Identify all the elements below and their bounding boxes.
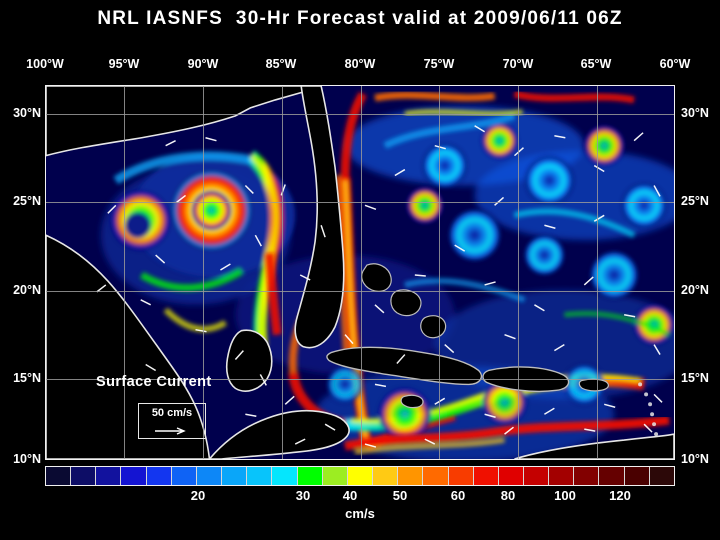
gridline-lat-20 bbox=[46, 291, 674, 292]
lat-tick-right-1: 25°N bbox=[681, 194, 709, 208]
colorbar-cell-3 bbox=[121, 467, 147, 485]
colorbar-cell-24 bbox=[649, 467, 674, 485]
gridline-lat-30 bbox=[46, 114, 674, 115]
colorbar-cell-9 bbox=[272, 467, 298, 485]
lat-tick-right-2: 20°N bbox=[681, 283, 709, 297]
colorbar-tick-100: 100 bbox=[554, 488, 576, 503]
colorbar-tick-120: 120 bbox=[609, 488, 631, 503]
vector-scale-box: 50 cm/s bbox=[138, 403, 206, 439]
gridline-lat-25 bbox=[46, 202, 674, 203]
graticule-layer bbox=[46, 86, 674, 459]
figure-title: NRL IASNFS 30-Hr Forecast valid at 2009/… bbox=[97, 8, 623, 29]
colorbar-cell-15 bbox=[423, 467, 449, 485]
colorbar-cell-16 bbox=[448, 467, 474, 485]
colorbar-tick-50: 50 bbox=[392, 488, 408, 503]
lon-tick-2: 90°W bbox=[187, 57, 219, 71]
gridline-lon-95 bbox=[124, 86, 125, 459]
colorbar-cell-6 bbox=[196, 467, 223, 485]
current-arrows bbox=[96, 125, 663, 448]
gridline-lon-80 bbox=[361, 86, 362, 459]
lon-tick-5: 75°W bbox=[423, 57, 455, 71]
lon-tick-8: 60°W bbox=[659, 57, 691, 71]
lon-tick-4: 80°W bbox=[344, 57, 376, 71]
colorbar-cell-7 bbox=[222, 467, 248, 485]
colorbar-cell-8 bbox=[247, 467, 273, 485]
colorbar-cell-0 bbox=[46, 467, 72, 485]
velocity-vector-layer bbox=[46, 86, 674, 459]
colorbar-tick-20: 20 bbox=[190, 488, 206, 503]
lat-tick-left-0: 30°N bbox=[13, 106, 41, 120]
colorbar-cell-20 bbox=[549, 467, 575, 485]
lat-tick-left-1: 25°N bbox=[13, 194, 41, 208]
lat-tick-left-3: 15°N bbox=[13, 371, 41, 385]
colorbar-tick-30: 30 bbox=[295, 488, 311, 503]
lon-tick-7: 65°W bbox=[580, 57, 612, 71]
eastward-vector-arrow bbox=[155, 427, 186, 435]
colorbar-cell-14 bbox=[398, 467, 424, 485]
colorbar-tick-60: 60 bbox=[450, 488, 466, 503]
lon-tick-3: 85°W bbox=[265, 57, 297, 71]
colorbar-tick-80: 80 bbox=[500, 488, 516, 503]
vector-scale-label: 50 cm/s bbox=[151, 407, 193, 419]
colorbar-cell-12 bbox=[347, 467, 374, 485]
gridline-lon-70 bbox=[518, 86, 519, 459]
gridline-lat-15 bbox=[46, 379, 674, 380]
colorbar-cell-21 bbox=[574, 467, 600, 485]
colorbar-cell-10 bbox=[297, 467, 323, 485]
colorbar-cell-17 bbox=[473, 467, 499, 485]
colorbar-cell-4 bbox=[146, 467, 172, 485]
lat-tick-right-3: 15°N bbox=[681, 371, 709, 385]
colorbar-tick-labels: 20 30 40 50 60 80 100 120 bbox=[0, 488, 720, 506]
colorbar-cell-11 bbox=[322, 467, 348, 485]
colorbar-cell-23 bbox=[624, 467, 650, 485]
lat-tick-left-4: 10°N bbox=[13, 452, 41, 466]
colorbar-cell-19 bbox=[523, 467, 550, 485]
colorbar-cell-5 bbox=[171, 467, 197, 485]
colorbar-cell-1 bbox=[71, 467, 97, 485]
lat-tick-right-0: 30°N bbox=[681, 106, 709, 120]
colorbar-cell-18 bbox=[498, 467, 524, 485]
colorbar-cell-22 bbox=[599, 467, 625, 485]
lon-tick-0: 100°W bbox=[26, 57, 64, 71]
gridline-lon-85 bbox=[282, 86, 283, 459]
gridline-lon-65 bbox=[597, 86, 598, 459]
colorbar-tick-40: 40 bbox=[342, 488, 358, 503]
gridline-lon-75 bbox=[439, 86, 440, 459]
lon-tick-1: 95°W bbox=[108, 57, 140, 71]
lat-tick-left-2: 20°N bbox=[13, 283, 41, 297]
longitude-axis-top: 100°W 95°W 90°W 85°W 80°W 75°W 70°W 65°W 60°W bbox=[0, 57, 720, 75]
lat-tick-right-4: 10°N bbox=[681, 452, 709, 466]
colorbar-unit-label: cm/s bbox=[345, 506, 375, 521]
gridline-lon-90 bbox=[203, 86, 204, 459]
legend-title: Surface Current bbox=[96, 374, 212, 390]
speed-colorbar bbox=[45, 466, 675, 486]
colorbar-cell-13 bbox=[373, 467, 399, 485]
map-plot-area bbox=[45, 85, 675, 460]
lon-tick-6: 70°W bbox=[502, 57, 534, 71]
colorbar-cell-2 bbox=[96, 467, 122, 485]
